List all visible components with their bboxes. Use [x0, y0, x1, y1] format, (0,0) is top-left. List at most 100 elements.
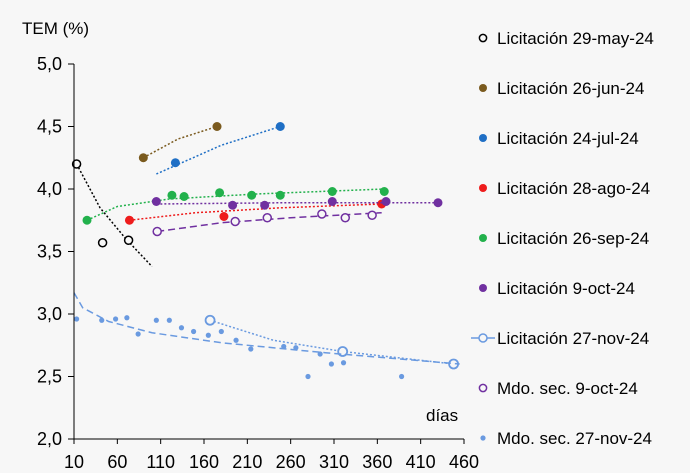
data-point [275, 190, 285, 200]
x-tick-label: 460 [449, 452, 479, 472]
data-point [305, 373, 311, 380]
trend-line [75, 163, 153, 268]
legend-label: Licitación 9-oct-24 [497, 279, 635, 298]
plot-area [71, 122, 460, 380]
data-point [328, 361, 334, 367]
trend-line [129, 203, 382, 221]
data-point [327, 197, 337, 206]
data-point [152, 226, 162, 237]
data-point [379, 187, 389, 196]
legend-label: Mdo. sec. 27-nov-24 [497, 429, 652, 448]
x-tick-label: 210 [232, 452, 262, 472]
data-point [340, 213, 351, 223]
data-point [233, 337, 239, 343]
data-point [191, 328, 197, 335]
legend-item: Licitación 29-may-24 [478, 29, 654, 48]
series-licitacion-24-jul-24 [156, 122, 285, 175]
legend-marker [479, 134, 487, 142]
legend-label: Licitación 24-jul-24 [497, 129, 639, 148]
x-tick-label: 60 [107, 452, 127, 472]
data-point [151, 197, 161, 206]
data-point [327, 187, 337, 196]
data-point [281, 343, 287, 350]
legend-marker [480, 435, 486, 441]
data-point [170, 158, 180, 168]
x-tick-label: 410 [406, 452, 436, 472]
data-point [317, 351, 323, 357]
x-tick-labels: 10 60 110 160 210 260 310 360 410 460 [64, 439, 479, 472]
data-point [433, 198, 443, 208]
data-point [153, 317, 159, 323]
x-tick-label: 160 [189, 452, 219, 472]
series-mdo-sec-9-oct-24 [152, 209, 382, 237]
data-point [212, 122, 222, 131]
data-point [97, 238, 108, 248]
y-axis-title: TEM (%) [22, 19, 89, 38]
data-point [124, 315, 130, 321]
x-tick-label: 10 [64, 452, 84, 472]
y-tick-label: 4,0 [37, 179, 62, 199]
data-point [166, 317, 172, 323]
legend-label: Mdo. sec. 9-oct-24 [497, 379, 638, 398]
data-point [113, 316, 119, 322]
series-licitacion-28-ago-24 [124, 199, 387, 225]
legend-marker [479, 284, 487, 292]
data-point [340, 360, 347, 366]
data-point [167, 190, 177, 200]
data-point [74, 316, 80, 322]
series-licitacion-26-sep-24 [82, 187, 389, 225]
legend-item: Licitación 27-nov-24 [471, 329, 649, 348]
series-mdo-sec-27-nov-24 [73, 292, 460, 380]
trend-line [142, 125, 218, 159]
y-tick-label: 5,0 [37, 54, 62, 74]
y-tick-label: 3,0 [37, 304, 62, 324]
legend-item: Licitación 26-jun-24 [479, 79, 644, 98]
y-tick-label: 2,5 [37, 367, 62, 387]
series-licitacion-26-jun-24 [138, 122, 222, 163]
x-tick-label: 360 [362, 452, 392, 472]
legend-item: Mdo. sec. 27-nov-24 [480, 429, 652, 448]
data-point [367, 210, 377, 220]
trend-line [156, 202, 438, 205]
legend-item: Licitación 26-sep-24 [479, 229, 649, 248]
data-point [99, 317, 105, 323]
data-point [178, 325, 185, 331]
data-point [123, 235, 134, 245]
trend-line [86, 188, 385, 221]
data-point [204, 314, 216, 326]
trend-line [73, 292, 460, 365]
data-point [138, 153, 148, 163]
data-point [71, 159, 82, 169]
legend-item: Mdo. sec. 9-oct-24 [478, 379, 638, 398]
legend-marker [479, 184, 487, 192]
data-point [248, 346, 254, 352]
y-tick-labels: 2,0 2,5 3,0 3,5 4,0 4,5 5,0 [37, 54, 74, 449]
legend-marker [479, 84, 487, 92]
legend-label: Licitación 28-ago-24 [497, 179, 650, 198]
legend-label: Licitación 26-jun-24 [497, 79, 644, 98]
legend-marker [479, 234, 487, 242]
y-tick-label: 3,5 [37, 242, 62, 262]
data-point [381, 197, 391, 206]
legend-marker [478, 33, 488, 43]
x-tick-label: 310 [319, 452, 349, 472]
axes [73, 64, 464, 440]
data-point [135, 331, 141, 337]
series-licitacion-27-nov-24 [204, 314, 460, 370]
data-point [124, 215, 134, 225]
data-point [82, 215, 92, 225]
data-point [215, 188, 225, 198]
legend-item: Licitación 9-oct-24 [479, 279, 635, 298]
data-point [179, 192, 189, 201]
trend-line [156, 125, 281, 175]
data-point [228, 200, 238, 210]
trend-line [157, 212, 382, 233]
y-tick-label: 4,5 [37, 117, 62, 137]
legend: Licitación 29-may-24 Licitación 26-jun-24… [471, 29, 654, 448]
legend-label: Licitación 29-may-24 [497, 29, 654, 48]
legend-item: Licitación 28-ago-24 [479, 179, 650, 198]
data-point [275, 122, 285, 131]
series-licitacion-29-may-24 [71, 159, 153, 268]
data-point [247, 190, 257, 200]
data-point [262, 213, 273, 223]
